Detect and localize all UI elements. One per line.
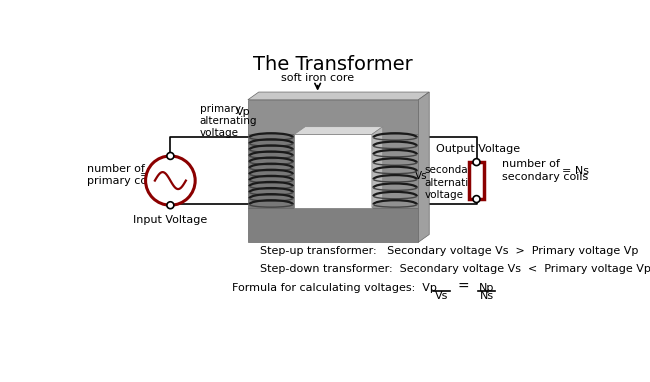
Text: primary
alternating
voltage: primary alternating voltage — [200, 104, 257, 138]
Text: number of
secondary coils: number of secondary coils — [502, 159, 588, 182]
Circle shape — [167, 152, 174, 159]
Text: = Np: = Np — [140, 170, 168, 180]
Circle shape — [146, 156, 195, 205]
Polygon shape — [248, 207, 419, 242]
Text: =: = — [458, 280, 469, 294]
Circle shape — [473, 159, 480, 165]
Bar — [469, 162, 484, 199]
Text: number of
primary coils: number of primary coils — [88, 164, 160, 186]
Text: Formula for calculating voltages:  Vp: Formula for calculating voltages: Vp — [233, 283, 437, 293]
Text: Vp: Vp — [236, 107, 251, 117]
Text: Vs: Vs — [415, 171, 427, 181]
Circle shape — [473, 196, 480, 202]
Text: Step-up transformer:   Secondary voltage Vs  >  Primary voltage Vp: Step-up transformer: Secondary voltage V… — [259, 246, 638, 256]
Text: The Transformer: The Transformer — [254, 55, 413, 74]
Text: Ns: Ns — [480, 291, 493, 301]
Polygon shape — [372, 134, 419, 207]
Polygon shape — [248, 134, 294, 207]
Text: secondary
alternating
voltage: secondary alternating voltage — [424, 165, 482, 200]
Polygon shape — [248, 92, 429, 100]
Text: Np: Np — [479, 283, 494, 293]
Text: soft iron core: soft iron core — [281, 73, 354, 83]
Text: Step-down transformer:  Secondary voltage Vs  <  Primary voltage Vp: Step-down transformer: Secondary voltage… — [259, 264, 650, 274]
Polygon shape — [419, 92, 429, 242]
Circle shape — [167, 202, 174, 209]
Text: = Ns: = Ns — [562, 165, 589, 176]
Text: Output Voltage: Output Voltage — [436, 144, 520, 154]
Text: Vs: Vs — [435, 291, 448, 301]
Polygon shape — [294, 134, 372, 207]
Polygon shape — [248, 100, 419, 134]
Text: Input Voltage: Input Voltage — [133, 215, 207, 225]
Polygon shape — [294, 127, 383, 134]
Polygon shape — [372, 127, 383, 207]
